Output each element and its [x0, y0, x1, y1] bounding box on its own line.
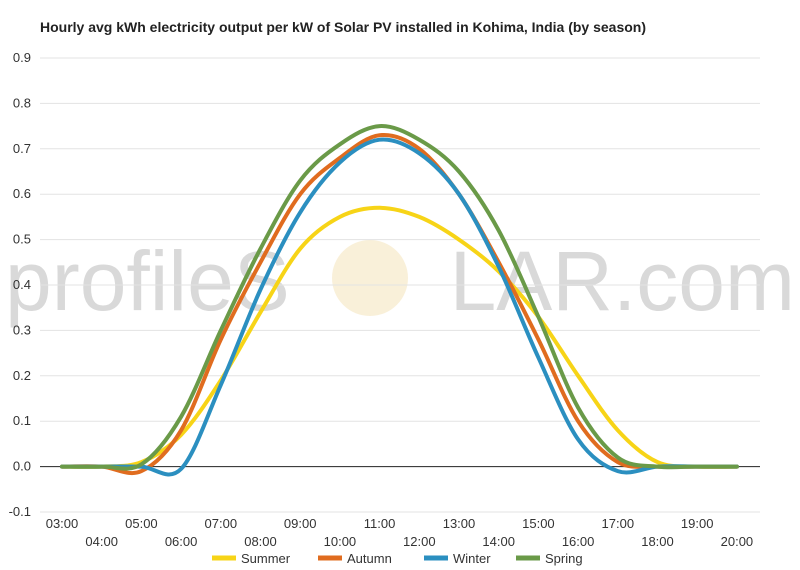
y-tick-label: 0.6 [13, 186, 31, 201]
x-axis: 03:00 04:00 05:00 06:00 07:00 08:00 09:00 10:00… [46, 516, 753, 549]
y-tick-label: 0.8 [13, 95, 31, 110]
y-tick-label: 0.5 [13, 232, 31, 247]
x-tick-label: 07:00 [205, 516, 238, 531]
gridlines [40, 57, 760, 513]
x-tick-label: 06:00 [165, 534, 198, 549]
watermark-text-left: profileS [5, 234, 290, 328]
y-tick-label: 0.0 [13, 459, 31, 474]
series-line-autumn [60, 132, 739, 476]
x-tick-label: 19:00 [681, 516, 714, 531]
y-tick-label: 0.1 [13, 413, 31, 428]
legend-label-spring: Spring [545, 551, 583, 566]
watermark-text-right: LAR.com [450, 234, 795, 328]
series-lines [60, 124, 739, 477]
y-tick-label: 0.7 [13, 141, 31, 156]
legend-label-autumn: Autumn [347, 551, 392, 566]
watermark: profileS LAR.com [5, 234, 795, 328]
y-tick-label: 0.9 [13, 50, 31, 65]
x-tick-label: 18:00 [641, 534, 674, 549]
legend-label-winter: Winter [453, 551, 491, 566]
x-tick-label: 16:00 [562, 534, 595, 549]
watermark-sun-logo [332, 240, 408, 316]
series-line-summer [60, 205, 739, 469]
x-tick-label: 20:00 [721, 534, 754, 549]
legend: Summer Autumn Winter Spring [212, 551, 583, 566]
y-tick-label: 0.4 [13, 277, 31, 292]
y-tick-label: -0.1 [9, 504, 31, 519]
y-axis: -0.1 0.0 0.1 0.2 0.3 0.4 0.5 0.6 0.7 0.8 0.9 [9, 50, 31, 519]
x-tick-label: 17:00 [602, 516, 635, 531]
chart-title: Hourly avg kWh electricity output per kW… [40, 19, 646, 35]
y-tick-label: 0.2 [13, 368, 31, 383]
y-tick-label: 0.3 [13, 322, 31, 337]
x-tick-label: 10:00 [324, 534, 357, 549]
legend-label-summer: Summer [241, 551, 291, 566]
x-tick-label: 03:00 [46, 516, 79, 531]
x-tick-label: 08:00 [244, 534, 277, 549]
x-tick-label: 13:00 [443, 516, 476, 531]
x-tick-label: 04:00 [85, 534, 118, 549]
x-tick-label: 15:00 [522, 516, 555, 531]
series-line-winter [60, 137, 739, 477]
x-tick-label: 09:00 [284, 516, 317, 531]
x-tick-label: 14:00 [482, 534, 515, 549]
series-line-spring [60, 124, 739, 471]
x-tick-label: 12:00 [403, 534, 436, 549]
x-tick-label: 11:00 [364, 516, 396, 531]
x-tick-label: 05:00 [125, 516, 158, 531]
